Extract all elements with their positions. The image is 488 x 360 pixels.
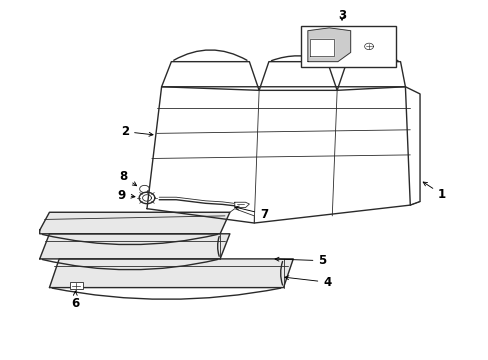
Text: 6: 6 — [71, 291, 79, 310]
Bar — [70, 282, 82, 289]
Polygon shape — [310, 39, 333, 56]
Polygon shape — [307, 28, 350, 62]
Polygon shape — [40, 212, 229, 234]
Text: 9: 9 — [117, 189, 135, 202]
Text: 7: 7 — [235, 206, 267, 221]
Text: 4: 4 — [284, 276, 331, 289]
Text: 2: 2 — [121, 125, 153, 138]
Text: 8: 8 — [119, 170, 136, 186]
Bar — [300, 26, 395, 67]
Text: 5: 5 — [275, 254, 326, 267]
Polygon shape — [49, 259, 293, 288]
Polygon shape — [40, 234, 229, 259]
Text: 3: 3 — [337, 9, 346, 22]
Text: 1: 1 — [422, 182, 445, 201]
